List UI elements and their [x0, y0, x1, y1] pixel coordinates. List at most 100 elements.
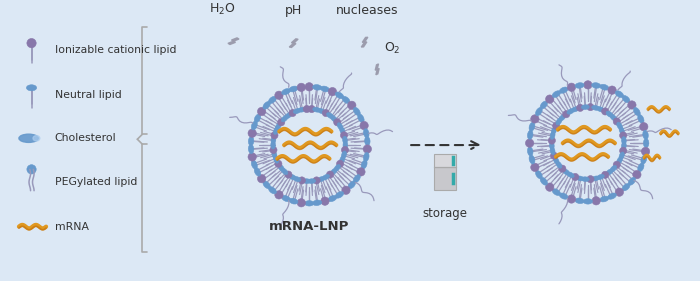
Ellipse shape	[592, 176, 599, 181]
Circle shape	[285, 171, 292, 178]
Ellipse shape	[563, 169, 570, 175]
Circle shape	[27, 38, 36, 48]
Circle shape	[313, 177, 320, 184]
Circle shape	[531, 163, 539, 171]
Text: storage: storage	[423, 207, 468, 219]
Ellipse shape	[629, 177, 636, 185]
Text: Cholesterol: Cholesterol	[55, 133, 116, 143]
Circle shape	[559, 165, 566, 172]
Ellipse shape	[298, 107, 306, 112]
Ellipse shape	[550, 142, 554, 150]
Ellipse shape	[606, 111, 613, 117]
Ellipse shape	[269, 96, 276, 103]
Ellipse shape	[600, 84, 609, 90]
Ellipse shape	[554, 157, 559, 164]
Circle shape	[545, 95, 554, 103]
Ellipse shape	[610, 166, 617, 172]
Ellipse shape	[251, 160, 258, 169]
Ellipse shape	[361, 160, 367, 169]
Ellipse shape	[308, 179, 316, 183]
Ellipse shape	[556, 118, 562, 125]
Ellipse shape	[622, 183, 630, 191]
Circle shape	[248, 153, 256, 161]
Polygon shape	[289, 39, 298, 47]
Ellipse shape	[643, 139, 649, 148]
Ellipse shape	[540, 177, 547, 185]
Ellipse shape	[552, 127, 556, 134]
Ellipse shape	[552, 91, 561, 98]
Circle shape	[641, 147, 650, 156]
Ellipse shape	[19, 134, 38, 142]
Circle shape	[620, 132, 626, 139]
Ellipse shape	[567, 109, 574, 114]
Ellipse shape	[254, 167, 260, 176]
Text: nucleases: nucleases	[336, 4, 399, 17]
Circle shape	[613, 161, 620, 168]
Circle shape	[567, 195, 575, 203]
Ellipse shape	[281, 195, 290, 201]
Ellipse shape	[606, 169, 613, 175]
Ellipse shape	[622, 137, 626, 144]
Ellipse shape	[337, 123, 343, 130]
Ellipse shape	[271, 136, 276, 144]
Circle shape	[275, 191, 283, 199]
Circle shape	[531, 115, 539, 123]
Ellipse shape	[285, 113, 292, 119]
Ellipse shape	[348, 181, 356, 189]
Ellipse shape	[289, 198, 298, 204]
Circle shape	[337, 160, 344, 167]
Ellipse shape	[269, 187, 276, 194]
Ellipse shape	[293, 176, 301, 182]
Circle shape	[577, 104, 584, 112]
Ellipse shape	[281, 115, 288, 122]
Ellipse shape	[313, 200, 322, 205]
Ellipse shape	[278, 164, 284, 171]
Circle shape	[613, 118, 620, 125]
Ellipse shape	[552, 189, 561, 196]
Circle shape	[552, 122, 560, 130]
Ellipse shape	[634, 108, 640, 116]
Text: H$_2$O: H$_2$O	[209, 2, 235, 17]
Ellipse shape	[536, 171, 542, 179]
Ellipse shape	[304, 201, 314, 206]
Ellipse shape	[281, 89, 290, 95]
Circle shape	[360, 121, 368, 130]
Ellipse shape	[263, 181, 270, 189]
Ellipse shape	[335, 92, 344, 99]
Ellipse shape	[622, 142, 626, 150]
Circle shape	[321, 197, 329, 205]
Ellipse shape	[556, 161, 562, 168]
Ellipse shape	[340, 156, 345, 163]
Circle shape	[270, 146, 277, 154]
Text: Ionizable cationic lipid: Ionizable cationic lipid	[55, 45, 176, 55]
Ellipse shape	[638, 115, 644, 123]
Text: Neutral lipid: Neutral lipid	[55, 90, 122, 99]
Polygon shape	[361, 37, 368, 47]
Circle shape	[620, 147, 626, 154]
Circle shape	[526, 139, 534, 147]
Circle shape	[298, 177, 305, 184]
Ellipse shape	[363, 129, 369, 138]
Circle shape	[258, 175, 266, 183]
Bar	[435, 154, 456, 167]
Ellipse shape	[617, 122, 622, 130]
Ellipse shape	[254, 114, 260, 123]
Ellipse shape	[582, 105, 589, 109]
Ellipse shape	[321, 86, 330, 92]
Ellipse shape	[271, 141, 275, 149]
Ellipse shape	[619, 152, 624, 160]
Circle shape	[615, 188, 624, 196]
Ellipse shape	[529, 122, 535, 131]
Ellipse shape	[274, 127, 279, 134]
Ellipse shape	[303, 179, 311, 183]
Ellipse shape	[343, 141, 348, 149]
Circle shape	[27, 165, 36, 174]
Ellipse shape	[354, 175, 360, 183]
Ellipse shape	[527, 130, 533, 139]
Ellipse shape	[358, 114, 364, 123]
Circle shape	[328, 87, 337, 96]
Ellipse shape	[342, 96, 350, 103]
Ellipse shape	[583, 199, 592, 204]
Text: mRNA-LNP: mRNA-LNP	[269, 220, 349, 233]
Ellipse shape	[608, 193, 617, 199]
